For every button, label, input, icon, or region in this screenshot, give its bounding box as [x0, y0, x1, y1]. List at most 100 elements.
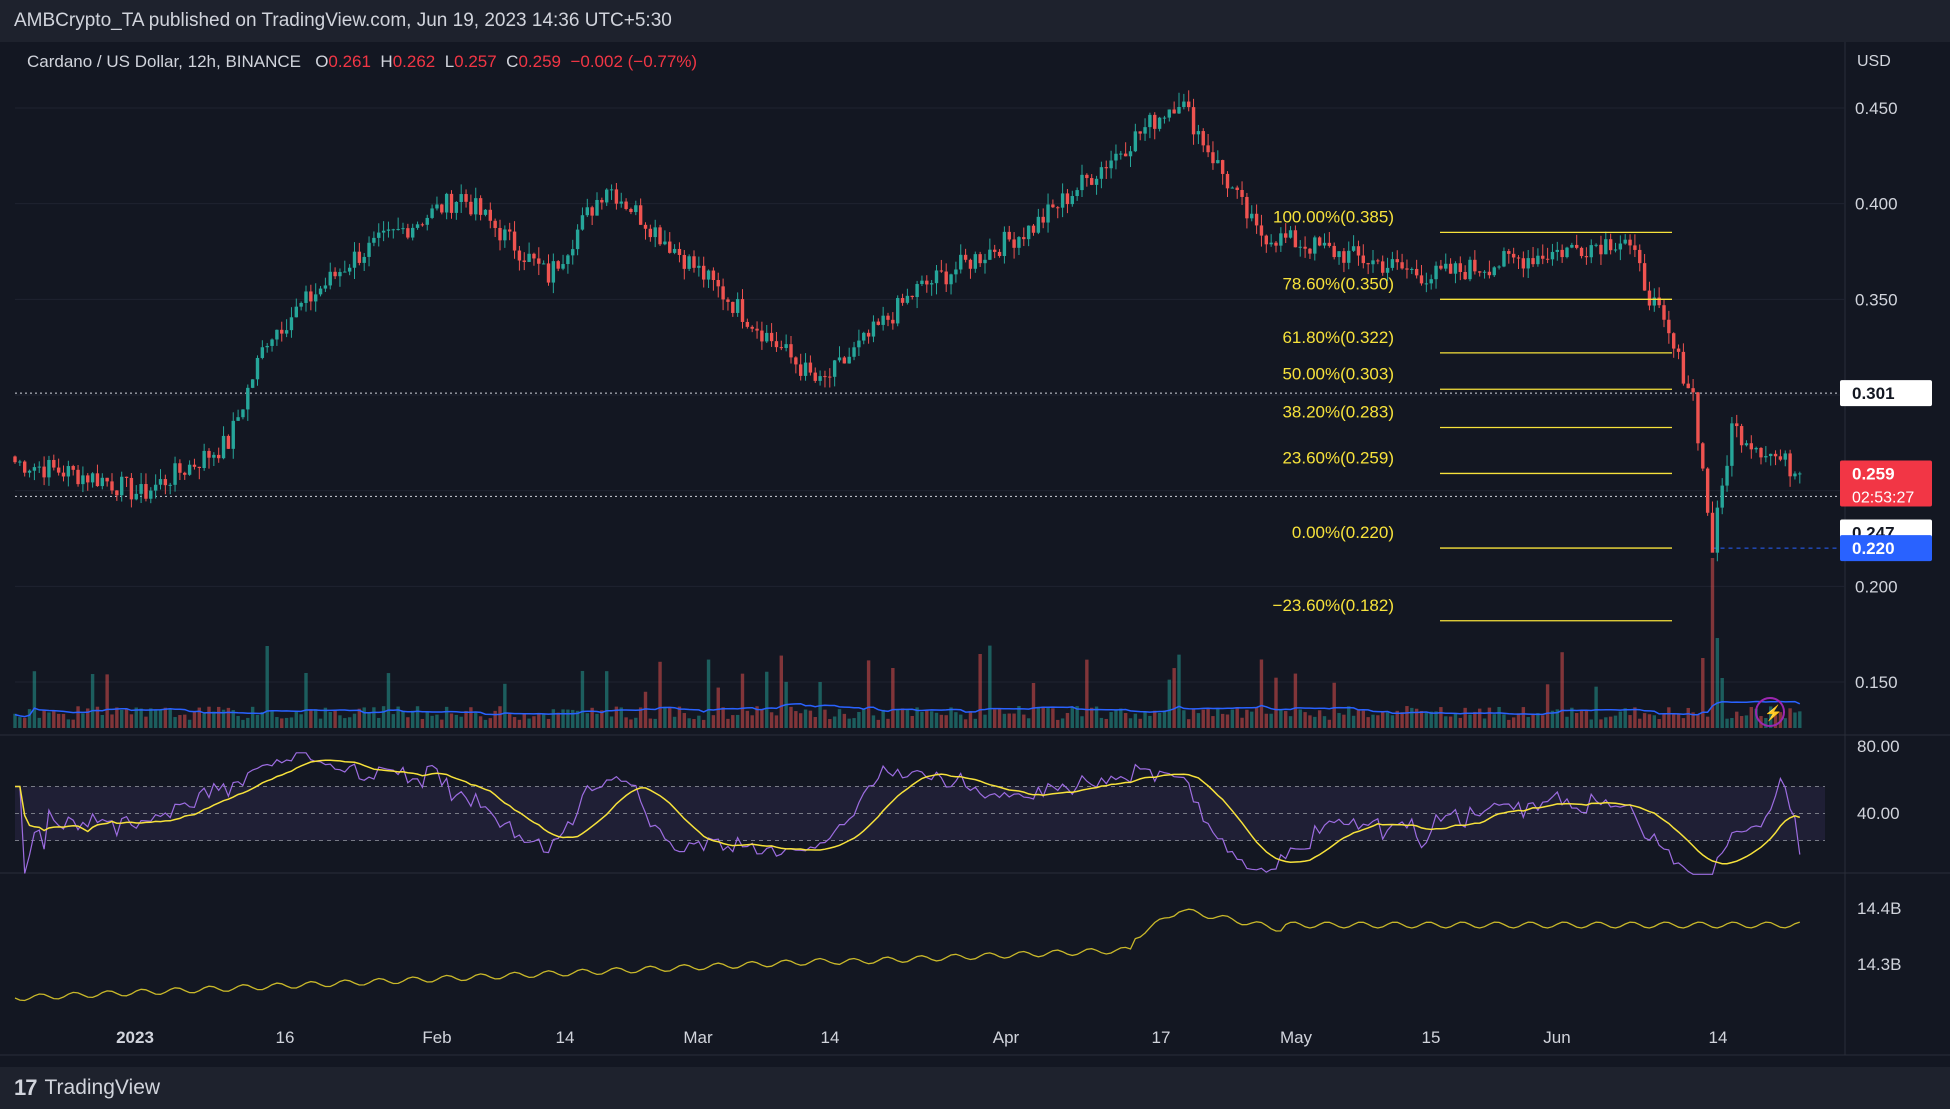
candle-body	[120, 476, 124, 496]
candle-body	[192, 464, 197, 467]
candle-body	[1584, 256, 1589, 258]
candle-body	[265, 345, 269, 348]
candle-body	[1026, 225, 1031, 240]
volume-bar	[755, 706, 759, 728]
candle-body	[978, 254, 982, 264]
volume-bar	[493, 710, 497, 728]
volume-bar	[571, 709, 575, 728]
volume-bar	[1448, 716, 1453, 728]
candle-body	[1094, 178, 1099, 185]
candle-body	[813, 372, 817, 381]
volume-bar	[1002, 713, 1007, 728]
volume-bar	[735, 714, 740, 728]
candle-body	[823, 376, 827, 378]
volume-bar	[27, 709, 32, 728]
volume-bar	[1327, 719, 1332, 728]
volume-bar	[1705, 716, 1710, 728]
time-tick-label: May	[1280, 1028, 1313, 1047]
chart-canvas[interactable]: USD 0.450 0.400 0.350 0.200 0.150 100.00%(0.38…	[0, 42, 1950, 1067]
candle-body	[1788, 453, 1792, 477]
volume-bar	[1516, 713, 1521, 728]
candle-body	[1031, 225, 1036, 233]
volume-bar	[1308, 715, 1312, 728]
candle-body	[1303, 246, 1307, 249]
candle-body	[672, 248, 677, 253]
volume-bar	[32, 671, 37, 728]
candle-body	[1327, 242, 1332, 246]
volume-bar	[828, 719, 832, 728]
candle-body	[144, 484, 148, 499]
candle-body	[1361, 255, 1365, 264]
candle-body	[1182, 101, 1186, 107]
candle-body	[546, 263, 551, 283]
volume-bar	[1497, 706, 1501, 728]
last-price-tag: 0.259	[1852, 464, 1895, 483]
candle-body	[648, 228, 653, 238]
candle-body	[1492, 267, 1496, 276]
candle-body	[799, 364, 803, 376]
volume-bar	[1642, 713, 1647, 728]
price-tag-level-301-bg	[1840, 380, 1932, 407]
volume-bar	[246, 717, 250, 728]
candle-body	[425, 217, 429, 225]
volume-bar	[236, 715, 240, 728]
candle-body	[1269, 242, 1273, 245]
volume-bar	[289, 717, 294, 728]
volume-bar	[1085, 659, 1089, 728]
volume-bar	[794, 711, 798, 728]
volume-bar	[1773, 715, 1778, 728]
candle-body	[1153, 114, 1157, 129]
candle-body	[328, 271, 332, 286]
volume-bar	[1322, 716, 1327, 728]
volume-bar	[745, 710, 750, 728]
candle-body	[168, 484, 172, 486]
candle-body	[1657, 297, 1661, 306]
candle-body	[1201, 131, 1205, 146]
volume-bar	[862, 708, 866, 728]
candle-body	[1521, 258, 1526, 269]
candle-body	[61, 472, 66, 477]
candle-body	[774, 341, 779, 348]
candle-body	[803, 362, 808, 376]
candle-body	[1613, 249, 1618, 251]
volume-bar	[115, 707, 119, 728]
volume-bar	[1613, 715, 1618, 728]
candle-body	[246, 387, 250, 410]
candle-body	[740, 299, 745, 322]
candle-body	[905, 295, 910, 303]
volume-bar	[619, 707, 623, 728]
candle-body	[595, 199, 599, 216]
candle-body	[1686, 383, 1690, 389]
candle-body	[1022, 237, 1026, 240]
fib-level-label: 38.20%(0.283)	[1282, 403, 1394, 422]
volume-bar	[1541, 715, 1545, 728]
candle-body	[338, 272, 342, 277]
candle-body	[81, 475, 85, 485]
candle-body	[212, 454, 216, 458]
volume-bar	[221, 709, 226, 728]
volume-bar	[1371, 714, 1375, 728]
volume-bar	[76, 706, 80, 728]
volume-bar	[653, 718, 657, 728]
volume-bar	[682, 713, 686, 728]
candle-body	[1259, 225, 1264, 236]
candle-body	[236, 417, 240, 421]
candle-body	[561, 264, 565, 269]
candle-body	[115, 490, 119, 496]
candle-body	[1691, 388, 1695, 393]
candle-body	[110, 481, 114, 491]
candle-body	[27, 470, 32, 473]
rsi-line	[15, 752, 1801, 875]
volume-bar	[1177, 654, 1181, 728]
candle-body	[551, 261, 556, 283]
candle-body	[406, 228, 410, 238]
volume-bar	[459, 716, 463, 728]
volume-bar	[905, 709, 910, 728]
candle-body	[508, 229, 512, 232]
volume-bar	[56, 713, 61, 728]
candle-body	[1633, 245, 1637, 250]
candle-body	[1589, 245, 1593, 258]
volume-bar	[1065, 712, 1070, 728]
volume-bar	[546, 718, 551, 728]
candle-body	[731, 301, 735, 313]
